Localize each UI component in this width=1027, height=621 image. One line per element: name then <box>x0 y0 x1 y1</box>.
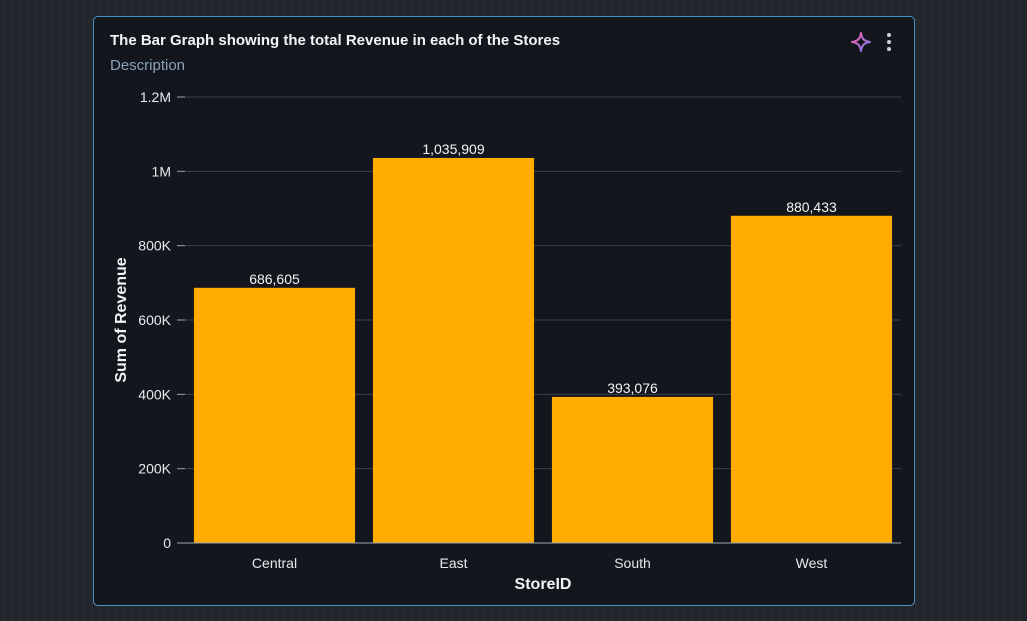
y-tick-label: 200K <box>138 461 171 477</box>
card-title: The Bar Graph showing the total Revenue … <box>110 32 561 49</box>
x-axis-title: StoreID <box>515 576 572 593</box>
value-label: 686,605 <box>249 271 300 287</box>
value-label: 393,076 <box>607 380 658 396</box>
y-tick-label: 400K <box>138 386 171 402</box>
bar-central[interactable] <box>193 287 356 543</box>
x-tick-label: East <box>439 555 467 571</box>
bar-east[interactable] <box>372 157 535 543</box>
y-tick-label: 1.2M <box>140 89 171 105</box>
x-tick-label: West <box>796 555 828 571</box>
y-tick-label: 0 <box>163 535 171 551</box>
x-tick-label: South <box>614 555 651 571</box>
value-label: 1,035,909 <box>422 141 484 157</box>
value-labels: 686,605 1,035,909 393,076 880,433 <box>249 141 837 396</box>
bar-south[interactable] <box>551 396 714 543</box>
y-tick-label: 800K <box>138 238 171 254</box>
value-label: 880,433 <box>786 199 837 215</box>
bar-chart: 0 200K 400K 600K 800K 1M 1.2M 686,605 1,035,909… <box>113 89 901 593</box>
x-tick-label: Central <box>252 555 297 571</box>
y-axis-ticks: 0 200K 400K 600K 800K 1M 1.2M <box>138 89 185 551</box>
sparkle-icon[interactable] <box>850 31 872 53</box>
y-axis-title: Sum of Revenue <box>113 257 130 382</box>
more-vertical-icon[interactable] <box>882 31 896 53</box>
bar-west[interactable] <box>730 215 893 543</box>
chart-card: The Bar Graph showing the total Revenue … <box>93 16 915 606</box>
x-axis-ticks: Central East South West <box>252 555 827 571</box>
card-description[interactable]: Description <box>110 57 186 74</box>
bars <box>193 157 893 543</box>
y-tick-label: 1M <box>152 163 171 179</box>
y-tick-label: 600K <box>138 312 171 328</box>
